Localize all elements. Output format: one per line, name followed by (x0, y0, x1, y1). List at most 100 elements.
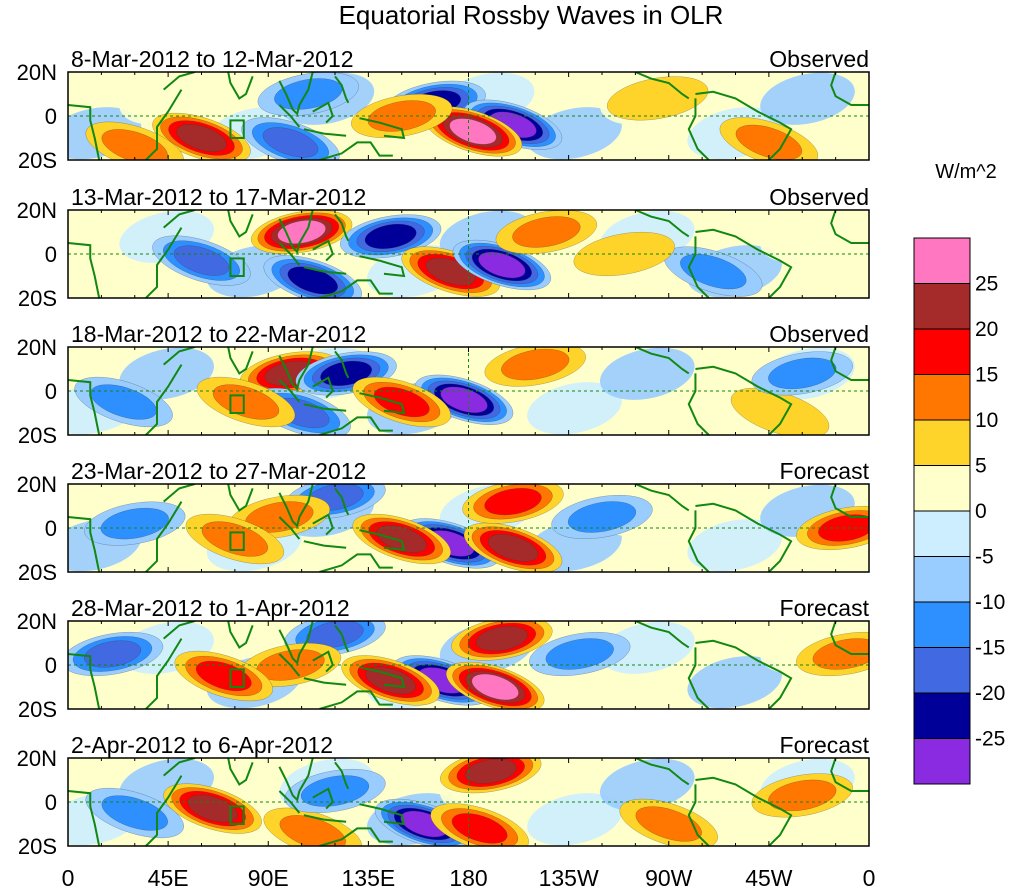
anomaly-feature (257, 72, 359, 117)
anomaly-feature (152, 235, 251, 286)
coastline (145, 501, 183, 572)
colorbar-swatch (913, 601, 971, 648)
coastline (303, 814, 347, 823)
coastlines (68, 72, 869, 160)
coastline (359, 255, 406, 278)
coastline (145, 775, 183, 846)
coastline (319, 553, 393, 572)
contour-level (451, 813, 508, 844)
coastline (303, 403, 347, 412)
anomaly-feature (352, 376, 451, 428)
coastline (695, 228, 793, 298)
anomaly-feature (85, 787, 184, 839)
y-tick-label: 0 (45, 653, 57, 678)
coastline (278, 621, 314, 665)
x-tick-label: 90W (645, 865, 693, 890)
coastline (334, 487, 350, 516)
coastline (695, 639, 793, 709)
panel-2: 20N 0 20S 13-Mar-2012 to 17-Mar-2012 Observe… (17, 184, 870, 311)
chart-title: Equatorial Rossby Waves in OLR (339, 0, 724, 30)
coastline (312, 376, 334, 399)
anomaly-feature (619, 798, 718, 846)
colorbar-tick-label: 20 (975, 318, 998, 341)
coastline (319, 141, 393, 160)
coastline (303, 266, 347, 275)
contour-level (768, 779, 837, 812)
anomaly-feature (451, 621, 553, 661)
coastline (278, 104, 301, 128)
contour-level (471, 673, 519, 701)
coastline (319, 690, 393, 709)
contour-level (101, 795, 168, 831)
y-tick-label: 20N (17, 746, 57, 771)
anomaly-feature (463, 522, 563, 572)
coastline (334, 213, 350, 242)
coastline (68, 653, 101, 709)
colorbar-tick-label: -5 (975, 546, 994, 569)
anomaly-feature (250, 210, 353, 255)
panel-type: Observed (769, 321, 869, 347)
anomaly-feature (263, 807, 362, 846)
coastline (227, 347, 254, 375)
coastline (334, 761, 350, 790)
coastline (359, 117, 406, 140)
contour-level (373, 386, 430, 418)
coastline (227, 72, 254, 100)
contour-level (501, 348, 570, 381)
anomaly-field (68, 621, 869, 709)
y-tick-label: 20N (17, 335, 57, 360)
anomaly-feature (719, 117, 819, 160)
colorbar-tick-label: 15 (975, 364, 998, 387)
colorbar-swatch (913, 465, 971, 512)
coastline (227, 484, 254, 512)
colorbar-swatch (913, 556, 971, 603)
x-tick-label: 135E (342, 865, 396, 890)
coastline (278, 72, 314, 116)
anomaly-feature (462, 484, 564, 524)
coastline (227, 210, 254, 238)
coastline (334, 350, 350, 379)
coastline (830, 347, 869, 381)
coastline (303, 128, 347, 137)
coastline (68, 516, 101, 572)
coastline (312, 513, 334, 536)
contour-level (680, 253, 747, 290)
coastline (687, 236, 710, 298)
colorbar-swatch (913, 510, 971, 557)
coastline (687, 373, 710, 435)
coastline (278, 758, 314, 802)
contour-level (768, 357, 837, 390)
anomaly-feature (74, 376, 173, 428)
panel-type: Forecast (780, 595, 870, 621)
region-box (229, 668, 245, 689)
coastline (163, 347, 196, 366)
y-tick-label: 0 (45, 104, 57, 129)
anomaly-feature (484, 347, 586, 387)
coastline (278, 653, 301, 677)
coastline (634, 484, 690, 512)
contour-level (364, 223, 417, 249)
y-tick-label: 0 (45, 790, 57, 815)
region-box (229, 119, 245, 140)
y-tick-label: 0 (45, 516, 57, 541)
colorbar-swatch (913, 419, 971, 466)
x-tick-label: 135W (539, 865, 599, 890)
coastline (227, 621, 254, 649)
contour-level (306, 621, 364, 648)
coastline (687, 98, 710, 160)
coastline (687, 784, 710, 846)
colorbar-swatch (913, 328, 971, 375)
coastline (278, 790, 301, 814)
anomaly-feature (751, 351, 853, 396)
anomaly-feature (152, 112, 251, 160)
coastline (359, 666, 406, 689)
background-blob (687, 519, 782, 572)
anomaly-feature (463, 99, 563, 150)
region-box (229, 394, 245, 414)
coastline (278, 210, 314, 254)
anomaly-field (68, 347, 855, 435)
coastline (695, 502, 793, 572)
region-box (229, 531, 245, 552)
colorbar-tick-label: -10 (975, 591, 1005, 614)
coastline (145, 89, 183, 160)
